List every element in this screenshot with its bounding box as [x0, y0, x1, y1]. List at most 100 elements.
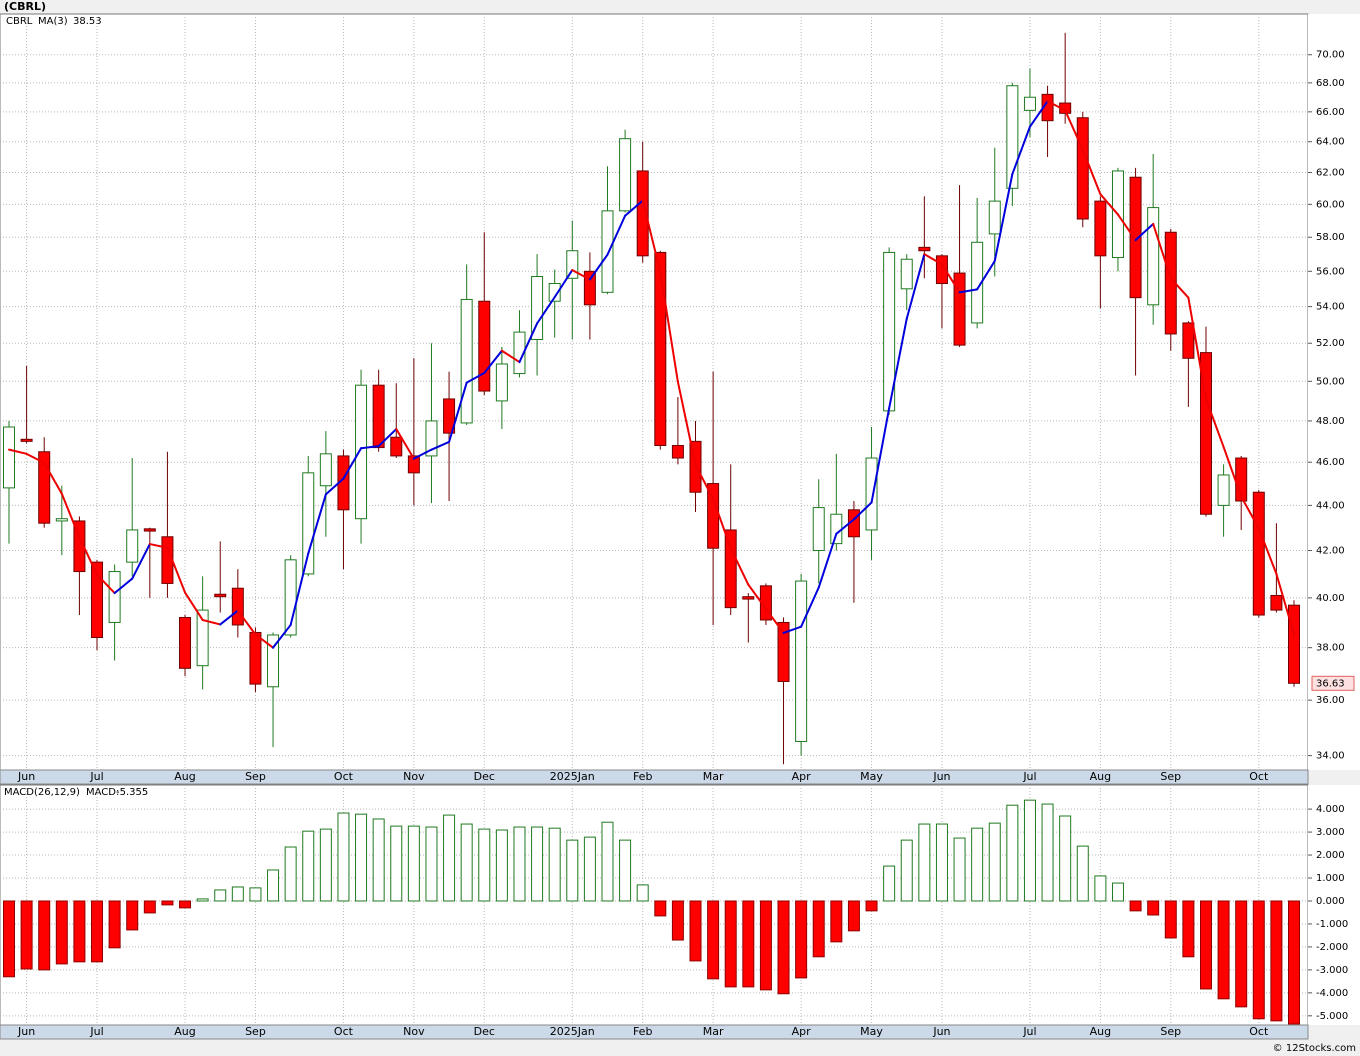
date-band [0, 1024, 1309, 1040]
candle-body [724, 529, 737, 609]
bar [1076, 845, 1089, 902]
ma-line [8, 448, 28, 455]
bar [953, 837, 966, 902]
y-tick-label: 64.00 [1316, 137, 1345, 148]
x-tick-label: Jun [17, 1025, 35, 1038]
bar [865, 900, 878, 912]
candle-body [126, 529, 139, 563]
ma-line [377, 428, 398, 448]
ma-line [764, 607, 785, 634]
candle-body [372, 384, 385, 449]
bar [971, 827, 984, 902]
bar [707, 900, 720, 980]
bar [1094, 875, 1107, 902]
candle-body [1182, 322, 1195, 359]
bar [1252, 900, 1265, 1020]
ma-line [395, 428, 415, 460]
bar [988, 822, 1001, 902]
ma-line [923, 253, 943, 266]
ma-line [553, 269, 574, 299]
bar [267, 869, 280, 902]
candle-body [425, 420, 438, 457]
candle-body [935, 255, 948, 285]
bar [1199, 900, 1212, 990]
ma-line [1046, 100, 1067, 112]
bar [583, 836, 596, 902]
x-tick-label: Nov [403, 770, 425, 783]
x-tick-label: Jul [89, 770, 103, 783]
ma-line [694, 463, 715, 500]
ma-line [1064, 109, 1084, 151]
y-tick-label: -2.000 [1316, 942, 1348, 953]
ma-line [1011, 125, 1031, 176]
bar [548, 827, 561, 902]
bar [460, 823, 473, 902]
last-price-box [1311, 675, 1355, 691]
ma-line [782, 625, 803, 634]
bar [20, 900, 33, 970]
chart-title: (CBRL) [4, 0, 46, 13]
y-tick-label: 1.000 [1316, 873, 1345, 884]
candle-body [812, 507, 825, 552]
ma-line [888, 317, 908, 410]
candle-body [548, 283, 561, 302]
legend-value: 38.53 [73, 16, 102, 27]
x-tick-label: Dec [474, 770, 495, 783]
legend-value: -5.355 [116, 787, 148, 798]
ma-line [1169, 277, 1190, 299]
candle-body [1094, 200, 1107, 257]
legend-entry: CBRL [6, 16, 33, 27]
bar [1147, 900, 1160, 916]
ma-line [1187, 296, 1207, 400]
y-tick-label: 38.00 [1316, 643, 1345, 654]
candle-body [390, 436, 403, 457]
y-tick-label: 0.000 [1316, 896, 1345, 907]
bar [847, 900, 860, 932]
candle-body [407, 455, 420, 474]
candle-body [460, 298, 473, 424]
candle-body [1076, 117, 1089, 220]
y-tick-label: 54.00 [1316, 302, 1345, 313]
y-tick-label: 62.00 [1316, 168, 1345, 179]
x-tick-label: Oct [1249, 770, 1269, 783]
ma-line [1222, 445, 1243, 498]
ma-line [588, 253, 609, 281]
ma-line [835, 518, 855, 535]
y-tick-label: -1.000 [1316, 919, 1348, 930]
bar [671, 900, 684, 941]
candle-body [865, 457, 878, 531]
candle-body [196, 609, 209, 667]
footer: © 12Stocks.com [1273, 1043, 1356, 1054]
candle-body [513, 331, 526, 375]
bar [55, 900, 68, 965]
ma-line [131, 543, 151, 580]
bar [654, 900, 667, 917]
ma-line [254, 633, 275, 649]
ma-line [800, 586, 820, 628]
x-tick-label: Dec [474, 1025, 495, 1038]
bar [1288, 900, 1300, 1025]
y-tick-label: 34.00 [1316, 751, 1345, 762]
bar [566, 839, 579, 902]
candle-body [918, 246, 931, 252]
bar [196, 898, 209, 902]
ma-line [272, 623, 292, 649]
y-tick-label: 56.00 [1316, 266, 1345, 277]
bar [214, 889, 227, 902]
candle-body [1006, 85, 1019, 189]
candle-body [900, 258, 913, 290]
bar [1217, 900, 1230, 1000]
ma-line [659, 270, 679, 383]
ma-line [1275, 572, 1295, 636]
bar [935, 823, 948, 902]
bar [302, 830, 315, 902]
bar [531, 826, 544, 902]
bar [883, 865, 896, 902]
ma-line [940, 263, 961, 294]
ma-line [852, 501, 873, 521]
ma-line [1240, 495, 1260, 530]
candle-body [953, 272, 966, 346]
price-panel [0, 13, 1309, 771]
bar [355, 813, 368, 902]
x-tick-label: Apr [792, 1025, 812, 1038]
